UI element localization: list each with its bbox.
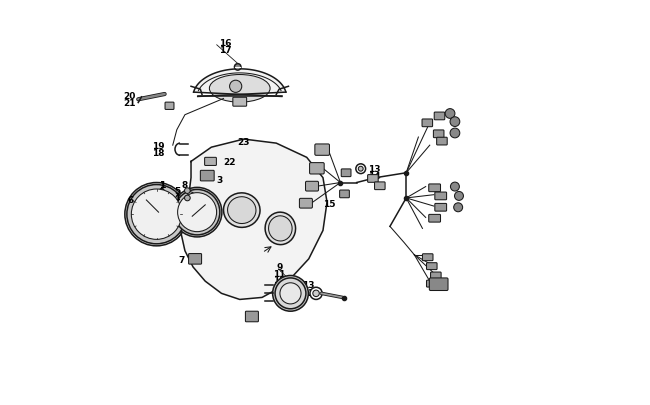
- Text: 13: 13: [302, 281, 315, 290]
- Text: 3: 3: [216, 176, 222, 185]
- Text: 17: 17: [220, 46, 232, 55]
- Circle shape: [185, 188, 190, 194]
- FancyBboxPatch shape: [306, 182, 318, 192]
- Text: 13: 13: [369, 165, 381, 174]
- Text: 15: 15: [323, 199, 335, 208]
- FancyBboxPatch shape: [429, 184, 441, 192]
- FancyBboxPatch shape: [200, 171, 214, 181]
- FancyBboxPatch shape: [437, 138, 447, 146]
- Text: 5: 5: [174, 187, 180, 196]
- Circle shape: [313, 290, 319, 297]
- FancyBboxPatch shape: [205, 158, 216, 166]
- FancyBboxPatch shape: [339, 190, 349, 198]
- Text: 23: 23: [237, 138, 250, 147]
- FancyBboxPatch shape: [341, 169, 351, 177]
- Polygon shape: [194, 70, 286, 97]
- Circle shape: [177, 193, 216, 232]
- FancyBboxPatch shape: [300, 199, 313, 209]
- Text: 11: 11: [273, 269, 286, 278]
- Circle shape: [174, 190, 220, 235]
- Text: 1: 1: [159, 181, 165, 190]
- FancyBboxPatch shape: [430, 272, 441, 279]
- FancyBboxPatch shape: [426, 263, 437, 270]
- Circle shape: [131, 190, 182, 240]
- Text: 19: 19: [152, 141, 165, 150]
- Text: 9: 9: [276, 262, 283, 271]
- Text: 7: 7: [179, 256, 185, 264]
- Text: 10: 10: [274, 276, 286, 285]
- Text: 12: 12: [302, 288, 315, 297]
- FancyBboxPatch shape: [434, 130, 444, 139]
- Circle shape: [272, 276, 308, 311]
- FancyBboxPatch shape: [434, 113, 445, 121]
- Circle shape: [172, 188, 222, 237]
- FancyBboxPatch shape: [422, 120, 433, 127]
- Circle shape: [185, 196, 190, 201]
- Circle shape: [125, 183, 188, 246]
- FancyBboxPatch shape: [246, 311, 259, 322]
- Circle shape: [445, 109, 455, 119]
- Circle shape: [275, 278, 306, 309]
- Circle shape: [454, 192, 463, 201]
- FancyBboxPatch shape: [435, 204, 447, 212]
- Text: 1: 1: [159, 181, 165, 190]
- Text: 2: 2: [159, 188, 165, 197]
- Circle shape: [235, 64, 241, 71]
- Circle shape: [356, 164, 365, 174]
- Circle shape: [450, 117, 460, 127]
- Circle shape: [454, 203, 463, 212]
- FancyBboxPatch shape: [188, 254, 202, 264]
- FancyBboxPatch shape: [426, 281, 437, 288]
- Ellipse shape: [229, 81, 242, 93]
- Ellipse shape: [209, 75, 270, 103]
- Circle shape: [310, 288, 322, 300]
- FancyBboxPatch shape: [422, 254, 433, 261]
- Ellipse shape: [265, 213, 296, 245]
- Circle shape: [450, 183, 460, 192]
- Text: 2: 2: [159, 188, 165, 197]
- FancyBboxPatch shape: [374, 182, 385, 190]
- Circle shape: [280, 283, 301, 304]
- Text: 22: 22: [224, 158, 236, 166]
- FancyBboxPatch shape: [368, 175, 378, 183]
- FancyBboxPatch shape: [165, 103, 174, 110]
- Circle shape: [358, 167, 363, 172]
- Text: 6: 6: [128, 195, 134, 204]
- FancyBboxPatch shape: [435, 192, 447, 200]
- Text: 16: 16: [220, 39, 232, 48]
- Text: 14: 14: [369, 172, 381, 181]
- Ellipse shape: [224, 193, 260, 228]
- Text: 8: 8: [182, 181, 188, 190]
- Circle shape: [127, 185, 186, 244]
- Ellipse shape: [227, 197, 256, 224]
- FancyBboxPatch shape: [315, 145, 330, 156]
- FancyBboxPatch shape: [430, 278, 448, 291]
- Ellipse shape: [268, 216, 292, 241]
- FancyBboxPatch shape: [309, 163, 324, 175]
- Text: 18: 18: [152, 149, 165, 158]
- Polygon shape: [181, 140, 327, 300]
- Circle shape: [450, 129, 460, 139]
- FancyBboxPatch shape: [233, 98, 246, 107]
- FancyBboxPatch shape: [429, 215, 441, 223]
- Text: 20: 20: [123, 92, 135, 101]
- Text: 21: 21: [123, 99, 136, 108]
- Text: 4: 4: [174, 194, 180, 203]
